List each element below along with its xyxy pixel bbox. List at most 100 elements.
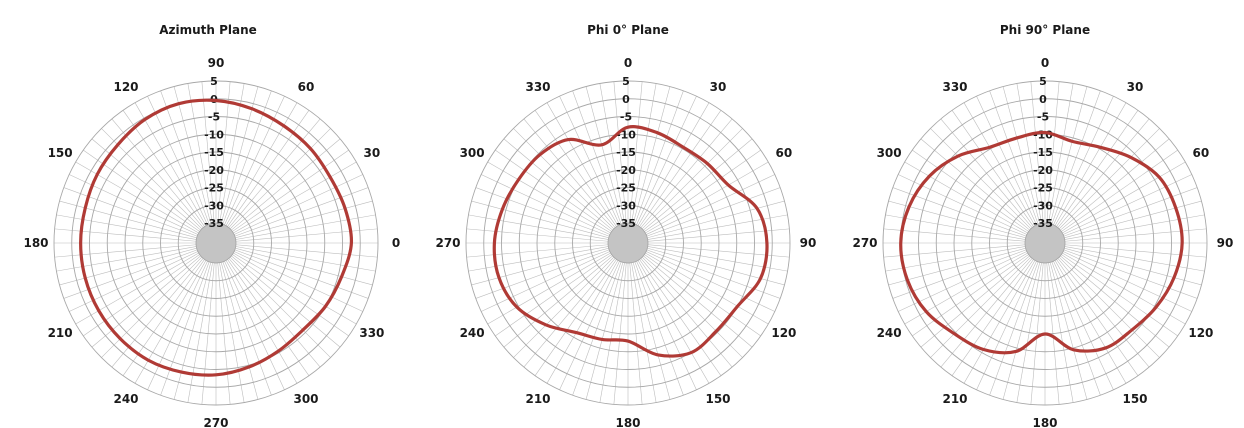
grid-spoke (630, 138, 753, 242)
grid-spoke (629, 245, 722, 376)
grid-spoke (892, 243, 1043, 299)
angle-tick-label: 240 (877, 326, 902, 340)
grid-spoke (218, 244, 357, 325)
angle-tick-label: 0 (624, 56, 632, 70)
grid-spoke (75, 161, 214, 242)
grid-ring (572, 187, 684, 299)
radial-tick-label: -15 (1033, 146, 1053, 159)
grid-spoke (630, 243, 788, 272)
grid-spoke (1047, 244, 1170, 348)
grid-spoke (883, 242, 1043, 258)
grid-spoke (940, 245, 1044, 368)
grid-spoke (475, 243, 626, 299)
grid-spoke (1046, 245, 1127, 384)
radial-tick-label: -20 (1033, 164, 1053, 177)
grid-spoke (930, 128, 1044, 242)
grid-spoke (629, 110, 722, 241)
grid-spoke (904, 244, 1043, 325)
radiation-pattern-trace (492, 125, 769, 358)
grid-spoke (101, 244, 215, 358)
grid-spoke (481, 243, 626, 312)
grid-spoke (216, 245, 245, 403)
grid-ring (465, 80, 791, 406)
grid-spoke (613, 81, 629, 241)
grid-spoke (630, 161, 769, 242)
grid-ring (124, 151, 308, 335)
radial-tick-label: -15 (616, 146, 636, 159)
grid-ring (918, 116, 1172, 370)
grid-spoke (630, 243, 785, 286)
grid-spoke (216, 86, 259, 241)
grid-spoke (1046, 118, 1150, 241)
grid-spoke (503, 138, 626, 242)
grid-spoke (83, 149, 214, 242)
grid-ring (160, 187, 272, 299)
grid-spoke (628, 96, 697, 241)
grid-spoke (628, 245, 657, 403)
grid-spoke (1047, 244, 1178, 337)
grid-spoke (888, 200, 1043, 243)
grid-spoke (1046, 128, 1160, 242)
grid-spoke (883, 228, 1043, 244)
grid-spoke (627, 81, 643, 241)
grid-ring (483, 98, 773, 388)
grid-ring (882, 80, 1208, 406)
grid-spoke (559, 245, 628, 390)
chart-title: Phi 0° Plane (587, 23, 669, 37)
grid-spoke (599, 245, 628, 403)
grid-spoke (630, 243, 781, 299)
grid-spoke (1046, 245, 1139, 376)
grid-spoke (216, 245, 272, 396)
angle-tick-label: 90 (208, 56, 225, 70)
chart-phi-0-plane: Phi 0° Plane 5 0 -5 -10 -15 -20 -25 -30 -35 0 30 60… (435, 23, 816, 428)
radial-tick-label: 0 (1039, 93, 1047, 106)
grid-spoke (1046, 245, 1150, 368)
grid-spoke (1002, 86, 1045, 241)
grid-spoke (1045, 83, 1074, 241)
angle-tick-label: 150 (705, 392, 730, 406)
angle-tick-label: 330 (525, 80, 550, 94)
grid-spoke (1045, 96, 1114, 241)
radial-tick-label: -15 (204, 146, 224, 159)
grid-spoke (1046, 102, 1127, 241)
grid-spoke (218, 243, 369, 299)
grid-ring (536, 151, 720, 335)
radial-tick-label: -25 (204, 182, 224, 195)
grid-spoke (629, 245, 733, 368)
angle-tick-label: 30 (1127, 80, 1144, 94)
grid-ring (177, 204, 255, 282)
grid-spoke (218, 243, 363, 312)
grid-spoke (187, 83, 216, 241)
radial-tick-label: -10 (616, 128, 636, 141)
grid-spoke (1002, 245, 1045, 400)
grid-ring (935, 133, 1155, 353)
grid-spoke (630, 244, 761, 337)
grid-spoke (989, 245, 1045, 396)
grid-ring (971, 169, 1119, 317)
radial-tick-label: 5 (1039, 75, 1047, 88)
radial-tick-label: -5 (1037, 111, 1049, 124)
grid-spoke (218, 149, 349, 242)
grid-spoke (503, 244, 626, 348)
radial-tick-label: -30 (616, 199, 636, 212)
grid-ring (554, 169, 702, 317)
grid-spoke (173, 245, 216, 400)
radiation-pattern-trace (79, 98, 354, 377)
grid-spoke (218, 161, 357, 242)
polar-hub (196, 223, 236, 263)
grid-spoke (487, 244, 626, 325)
grid-spoke (534, 110, 627, 241)
grid-spoke (628, 90, 684, 241)
grid-ring (501, 116, 755, 370)
angle-tick-label: 300 (877, 146, 902, 160)
grid-spoke (546, 102, 627, 241)
grid-spoke (218, 187, 369, 243)
radial-tick-label: -20 (204, 164, 224, 177)
grid-ring (53, 80, 379, 406)
chart-phi-90-plane: Phi 90° Plane 50-5-10-15-20-25-30-350306… (852, 23, 1233, 428)
grid-spoke (629, 128, 743, 242)
grid-spoke (628, 245, 697, 390)
grid-spoke (1045, 245, 1101, 396)
grid-spoke (572, 245, 628, 396)
grid-spoke (1047, 174, 1192, 243)
